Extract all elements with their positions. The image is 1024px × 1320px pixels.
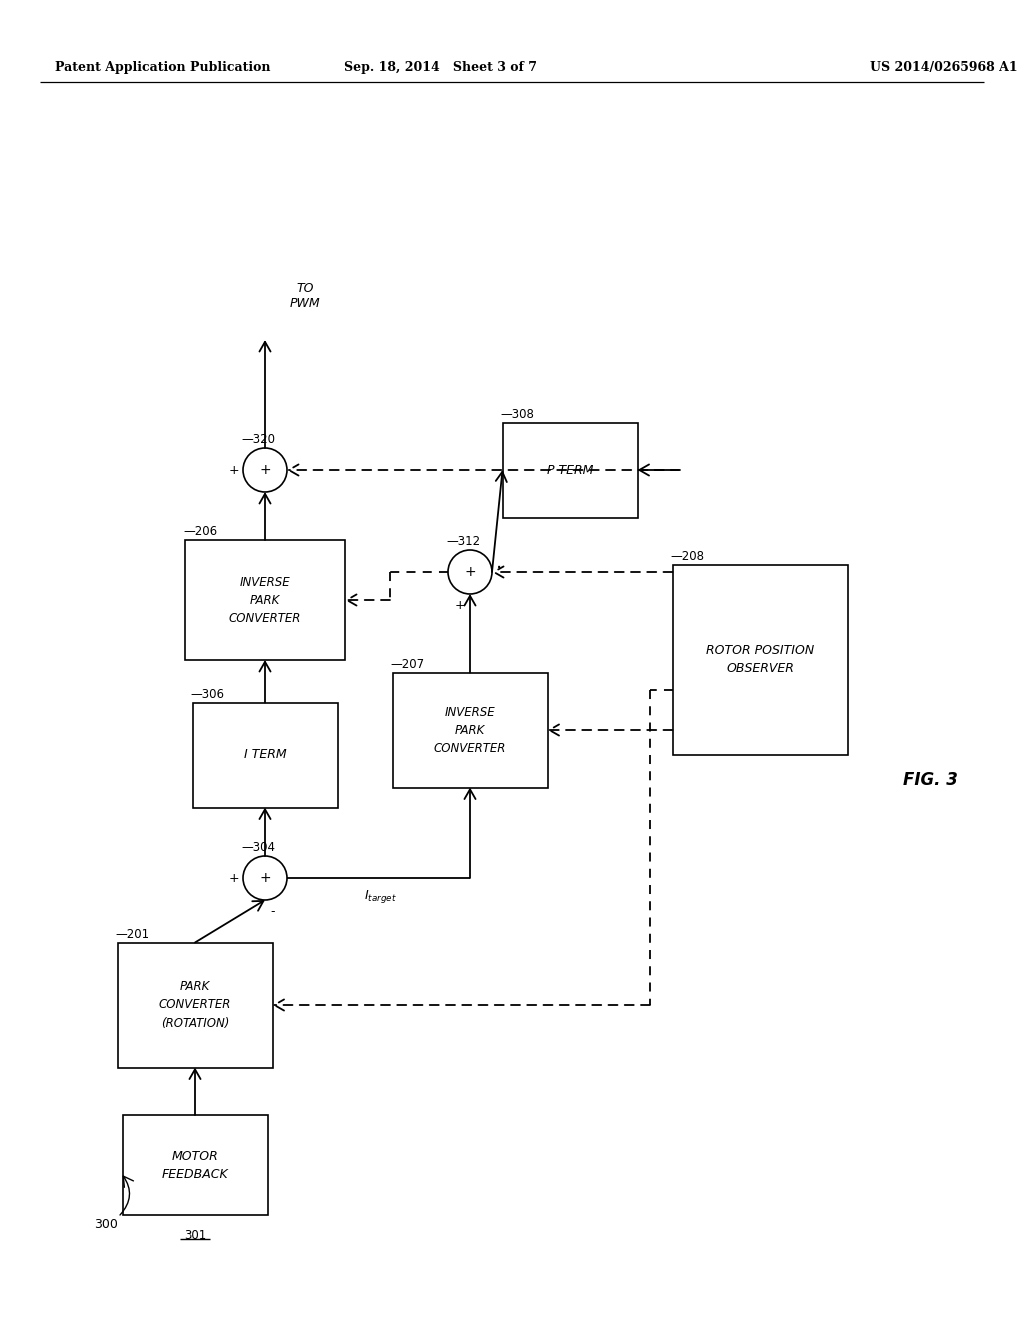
FancyArrowPatch shape [639,465,673,475]
Text: MOTOR
FEEDBACK: MOTOR FEEDBACK [162,1150,228,1180]
Text: -: - [270,906,274,917]
Text: I TERM: I TERM [244,748,287,762]
Circle shape [243,447,287,492]
Bar [185,540,345,660]
Text: —207: —207 [390,657,425,671]
FancyArrowPatch shape [259,342,270,447]
Text: —312: —312 [446,535,480,548]
FancyArrowPatch shape [195,902,263,942]
Circle shape [243,855,287,900]
FancyArrowPatch shape [259,809,270,855]
Bar [118,942,272,1068]
Text: P TERM: P TERM [547,463,593,477]
Text: —208: —208 [671,550,705,564]
Text: ·: · [496,558,502,578]
Text: Patent Application Publication: Patent Application Publication [55,62,270,74]
Text: —304: —304 [241,841,275,854]
Text: INVERSE
PARK
CONVERTER: INVERSE PARK CONVERTER [228,576,301,624]
Text: PARK
CONVERTER
(ROTATION): PARK CONVERTER (ROTATION) [159,981,231,1030]
Text: —320: —320 [241,433,275,446]
Text: FIG. 3: FIG. 3 [902,771,957,789]
Text: INVERSE
PARK
CONVERTER: INVERSE PARK CONVERTER [434,705,506,755]
FancyArrowPatch shape [465,789,475,878]
FancyArrowPatch shape [492,471,507,572]
FancyArrowPatch shape [259,494,270,540]
Text: —306: —306 [190,688,224,701]
Text: 300: 300 [94,1218,118,1232]
Bar [392,672,548,788]
FancyArrowPatch shape [494,566,673,578]
FancyArrowPatch shape [347,594,390,606]
FancyArrowPatch shape [120,1176,133,1214]
Text: US 2014/0265968 A1: US 2014/0265968 A1 [870,62,1018,74]
Bar [503,422,638,517]
Bar [123,1115,267,1214]
FancyArrowPatch shape [274,999,650,1011]
Text: +: + [228,463,239,477]
FancyArrowPatch shape [465,595,475,672]
Bar [193,702,338,808]
Bar [673,565,848,755]
Text: +: + [464,565,476,579]
Text: $\it{I}_{target}$: $\it{I}_{target}$ [364,888,396,906]
Text: 301: 301 [184,1229,206,1242]
Text: —206: —206 [183,525,217,539]
Circle shape [449,550,492,594]
Text: +: + [259,463,270,477]
Text: +: + [259,871,270,884]
FancyArrowPatch shape [549,725,673,735]
Text: TO
PWM: TO PWM [290,282,321,310]
FancyArrowPatch shape [189,1069,201,1115]
Text: Sep. 18, 2014   Sheet 3 of 7: Sep. 18, 2014 Sheet 3 of 7 [343,62,537,74]
Text: +: + [455,599,465,612]
Text: +: + [228,871,239,884]
Text: —308: —308 [501,408,535,421]
Text: —201: —201 [116,928,150,940]
Text: ROTOR POSITION
OBSERVER: ROTOR POSITION OBSERVER [706,644,814,676]
FancyArrowPatch shape [259,661,270,702]
FancyArrowPatch shape [289,465,680,475]
